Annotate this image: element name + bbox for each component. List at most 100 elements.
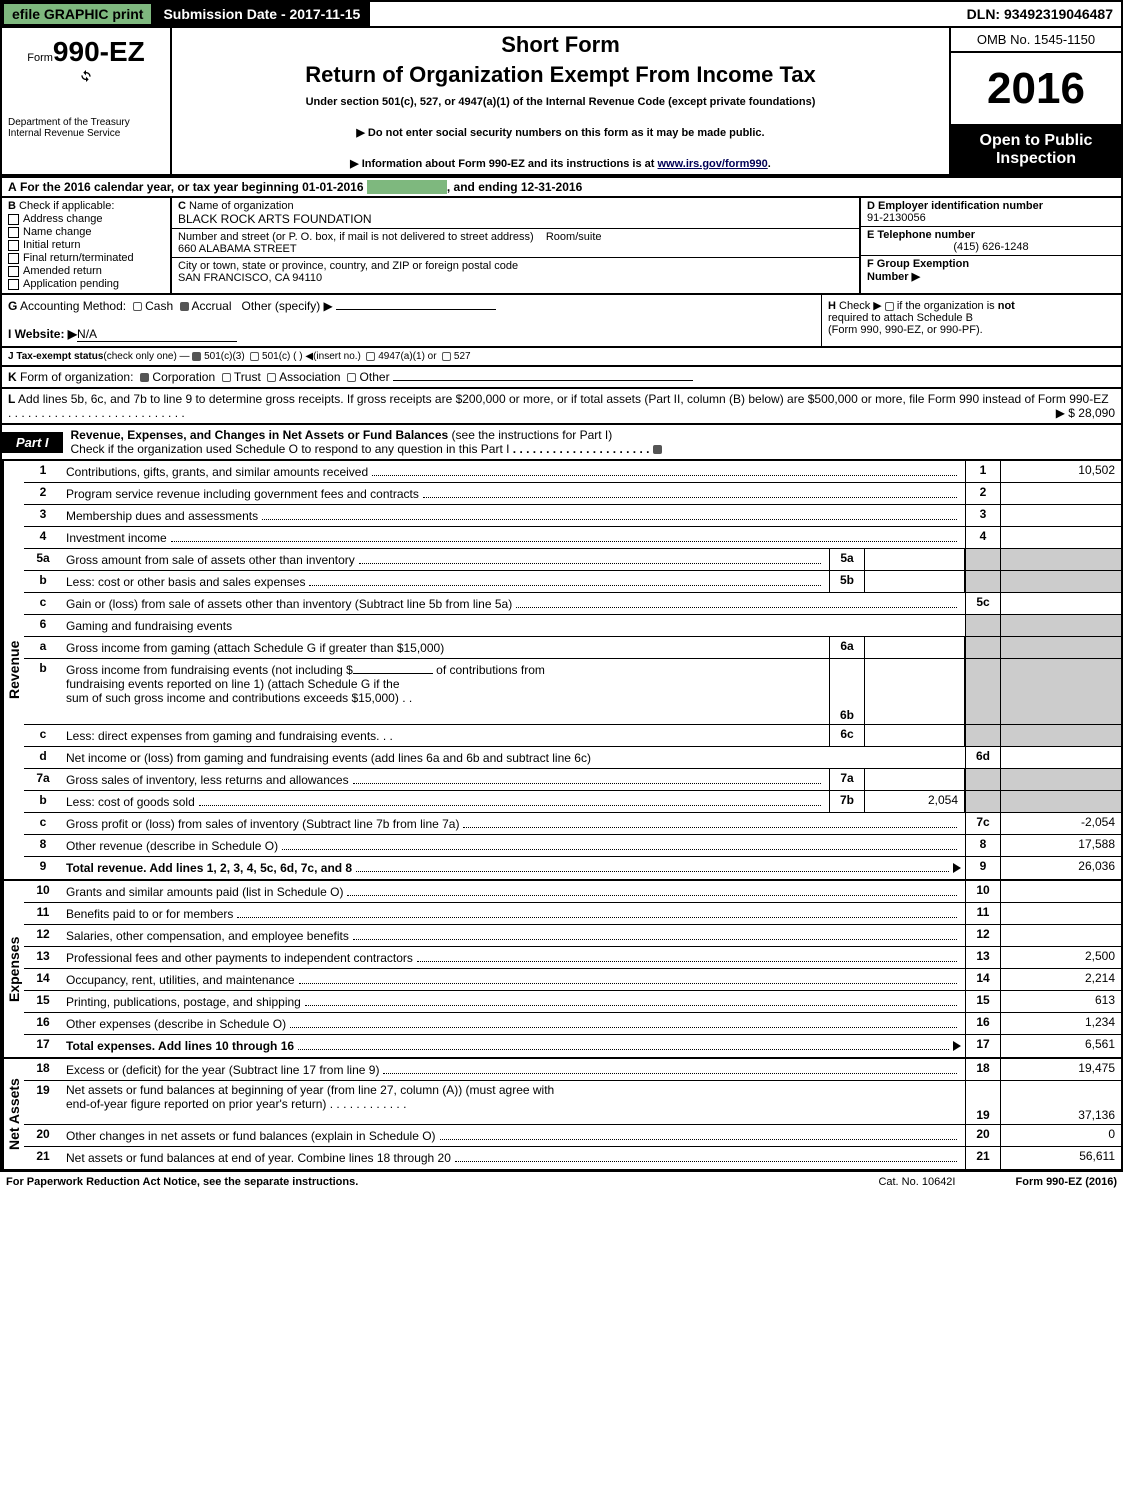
k-other: Other	[360, 370, 390, 384]
ln21-num: 21	[24, 1147, 62, 1169]
box-c: C Name of organization BLACK ROCK ARTS F…	[172, 198, 861, 293]
ln6b-mv	[865, 659, 965, 724]
row-j: J Tax-exempt status(check only one) — 50…	[0, 348, 1123, 367]
cb-501c3[interactable]	[192, 352, 201, 361]
ln21-desc: Net assets or fund balances at end of ye…	[66, 1151, 451, 1165]
ln1-rn: 1	[965, 461, 1001, 482]
tax-year-end: , and ending 12-31-2016	[447, 180, 582, 194]
h-check: Check ▶	[839, 300, 882, 312]
org-name: BLACK ROCK ARTS FOUNDATION	[178, 212, 372, 226]
gross-receipts: ▶ $ 28,090	[1056, 406, 1115, 420]
cb-final-return[interactable]	[8, 253, 19, 264]
ln5b-rn	[965, 571, 1001, 592]
cb-527[interactable]	[442, 352, 451, 361]
ln16-val: 1,234	[1001, 1013, 1121, 1034]
dln: DLN: 93492319046487	[959, 4, 1121, 24]
cb-4947[interactable]	[366, 352, 375, 361]
side-revenue: Revenue	[2, 461, 24, 879]
ln15-desc: Printing, publications, postage, and shi…	[66, 995, 301, 1009]
h-text2: if the organization is	[897, 300, 998, 312]
ln7b-mv: 2,054	[865, 791, 965, 812]
cb-cash[interactable]	[133, 302, 142, 311]
ln13-num: 13	[24, 947, 62, 968]
ln6c-num: c	[24, 725, 62, 746]
ln7a-mn: 7a	[829, 769, 865, 790]
ln8-num: 8	[24, 835, 62, 856]
ln7a-mv	[865, 769, 965, 790]
ln20-desc: Other changes in net assets or fund bala…	[66, 1129, 436, 1143]
ln1-num: 1	[24, 461, 62, 482]
ln7a-num: 7a	[24, 769, 62, 790]
dept-label: Department of the Treasury Internal Reve…	[4, 117, 168, 139]
cb-corp[interactable]	[140, 373, 149, 382]
cb-address-change[interactable]	[8, 214, 19, 225]
cb-name-change[interactable]	[8, 227, 19, 238]
cb-schedule-o[interactable]	[653, 445, 662, 454]
ln6a-mn: 6a	[829, 637, 865, 658]
ln10-desc: Grants and similar amounts paid (list in…	[66, 885, 343, 899]
form-header: Form990-EZ Department of the Treasury In…	[0, 28, 1123, 178]
row-l: L Add lines 5b, 6c, and 7b to line 9 to …	[0, 389, 1123, 425]
addr-label: Number and street (or P. O. box, if mail…	[178, 231, 534, 243]
ln5b-desc: Less: cost or other basis and sales expe…	[66, 575, 305, 589]
cb-assoc[interactable]	[267, 373, 276, 382]
ln6-rv	[1001, 615, 1121, 636]
ln7c-val: -2,054	[1001, 813, 1121, 834]
label-l: L	[8, 392, 15, 406]
ln14-rn: 14	[965, 969, 1001, 990]
ssn-note: ▶ Do not enter social security numbers o…	[176, 126, 945, 139]
info-note: ▶ Information about Form 990-EZ and its …	[176, 157, 945, 170]
top-bar: efile GRAPHIC print Submission Date - 20…	[0, 0, 1123, 28]
ln1-val: 10,502	[1001, 461, 1121, 482]
group-exemption-label: F Group Exemption Number ▶	[867, 258, 969, 283]
ln5a-rn	[965, 549, 1001, 570]
cb-other-org[interactable]	[347, 373, 356, 382]
cb-amended[interactable]	[8, 266, 19, 277]
arrow-icon	[953, 863, 961, 873]
tax-year: 2016	[951, 53, 1121, 126]
return-title: Return of Organization Exempt From Incom…	[176, 62, 945, 88]
cb-schedule-b[interactable]	[885, 302, 894, 311]
ln7a-desc: Gross sales of inventory, less returns a…	[66, 773, 349, 787]
ln6b-input[interactable]	[353, 673, 433, 674]
other-org-input[interactable]	[393, 380, 693, 381]
ln2-val	[1001, 483, 1121, 504]
ln8-val: 17,588	[1001, 835, 1121, 856]
side-expenses: Expenses	[2, 881, 24, 1057]
ln7b-rn	[965, 791, 1001, 812]
cb-501c[interactable]	[250, 352, 259, 361]
efile-button[interactable]: efile GRAPHIC print	[2, 2, 153, 26]
part1-header: Part I Revenue, Expenses, and Changes in…	[0, 425, 1123, 461]
form-prefix: Form	[27, 52, 53, 64]
cb-trust[interactable]	[222, 373, 231, 382]
omb-number: OMB No. 1545-1150	[951, 28, 1121, 53]
street-address: 660 ALABAMA STREET	[178, 243, 297, 255]
form990-link[interactable]: www.irs.gov/form990	[658, 158, 768, 170]
ln7c-rn: 7c	[965, 813, 1001, 834]
cb-pending[interactable]	[8, 279, 19, 290]
ln5a-mv	[865, 549, 965, 570]
ln6c-desc: Less: direct expenses from gaming and fu…	[66, 729, 376, 743]
part1-check: Check if the organization used Schedule …	[71, 442, 510, 456]
cb-accrual[interactable]	[180, 302, 189, 311]
info-grid: B Check if applicable: Address change Na…	[0, 198, 1123, 295]
ln3-rn: 3	[965, 505, 1001, 526]
other-specify-input[interactable]	[336, 309, 496, 310]
cb-initial-return[interactable]	[8, 240, 19, 251]
ln6a-num: a	[24, 637, 62, 658]
ein: 91-2130056	[867, 212, 926, 224]
ln5a-num: 5a	[24, 549, 62, 570]
ln17-num: 17	[24, 1035, 62, 1057]
ln14-desc: Occupancy, rent, utilities, and maintena…	[66, 973, 295, 987]
ln6a-rn	[965, 637, 1001, 658]
part1-title: Revenue, Expenses, and Changes in Net As…	[71, 428, 449, 442]
ln2-desc: Program service revenue including govern…	[66, 487, 419, 501]
part1-sub: (see the instructions for Part I)	[452, 428, 613, 442]
ln2-num: 2	[24, 483, 62, 504]
ln6-desc: Gaming and fundraising events	[66, 619, 232, 633]
row-k: K Form of organization: Corporation Trus…	[0, 367, 1123, 389]
label-j: J Tax-exempt status	[8, 351, 103, 362]
open-public: Open to Public Inspection	[951, 126, 1121, 174]
ln6a-rv	[1001, 637, 1121, 658]
ln19-rn: 19	[965, 1081, 1001, 1124]
